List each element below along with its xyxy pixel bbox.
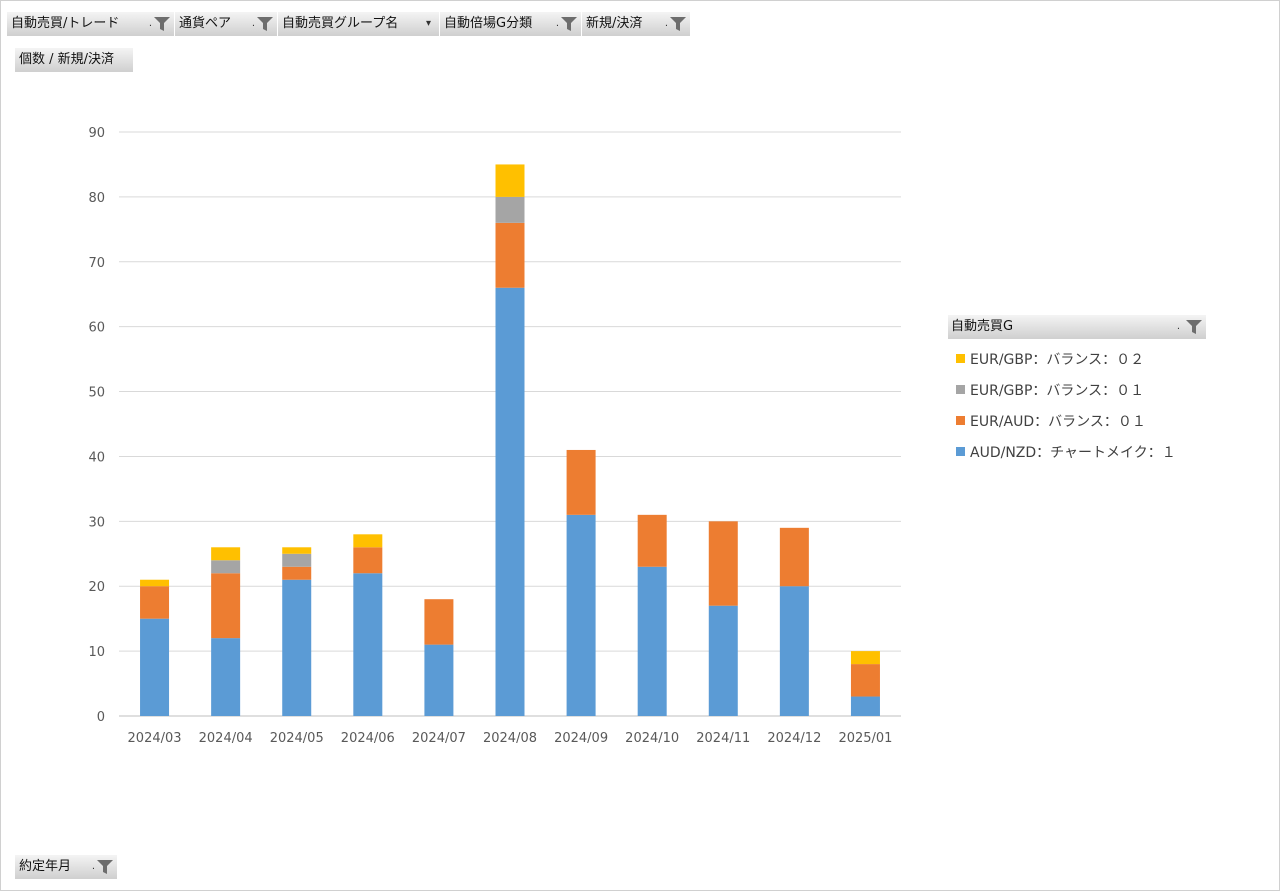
- bar-segment[interactable]: [779, 527, 809, 587]
- legend-item[interactable]: AUD/NZD：チャートメイク：１: [956, 436, 1176, 467]
- legend-field-label: 自動売買G: [951, 319, 1014, 334]
- values-field-label: 個数 / 新規/決済: [19, 52, 115, 67]
- filter-funnel-icon[interactable]: [1186, 320, 1202, 334]
- legend-swatch: [956, 354, 965, 363]
- y-tick-label: 0: [97, 710, 105, 725]
- bar-segment[interactable]: [708, 605, 738, 716]
- axis-field-label: 約定年月: [19, 859, 72, 874]
- bar-segment[interactable]: [140, 579, 170, 587]
- bar-segment[interactable]: [566, 449, 596, 515]
- filter-label: 自動売買/トレード: [11, 16, 120, 31]
- bar-segment[interactable]: [495, 287, 525, 716]
- bar-segment[interactable]: [353, 573, 383, 716]
- filter-funnel-icon[interactable]: [561, 17, 577, 31]
- filter-label: 自動倍場G分類: [444, 16, 533, 31]
- dropdown-dot-icon: .: [555, 18, 559, 29]
- bars: [140, 164, 880, 716]
- legend-swatch: [956, 385, 965, 394]
- bar-segment[interactable]: [424, 599, 454, 645]
- bar-segment[interactable]: [495, 196, 525, 223]
- bar-segment[interactable]: [211, 547, 241, 561]
- dropdown-dot-icon: .: [251, 18, 255, 29]
- legend-item[interactable]: EUR/AUD：バランス：０１: [956, 405, 1176, 436]
- legend-label: EUR/GBP：バランス：０２: [970, 351, 1145, 368]
- bar-segment[interactable]: [140, 618, 170, 716]
- filter-label: 自動売買グループ名: [282, 16, 399, 31]
- x-tick-label: 2024/07: [412, 731, 466, 746]
- legend: EUR/GBP：バランス：０２ EUR/GBP：バランス：０１ EUR/AUD：バラ…: [956, 343, 1176, 467]
- x-tick-label: 2025/01: [838, 731, 892, 746]
- bar-segment[interactable]: [282, 579, 312, 716]
- legend-label: AUD/NZD：チャートメイク：１: [970, 444, 1176, 461]
- bar-segment[interactable]: [211, 638, 241, 716]
- filter-funnel-icon[interactable]: [670, 17, 686, 31]
- bar-segment[interactable]: [637, 566, 667, 716]
- bar-segment[interactable]: [353, 547, 383, 574]
- bar-segment[interactable]: [424, 644, 454, 716]
- bar-segment[interactable]: [850, 664, 880, 697]
- filter-funnel-icon[interactable]: [257, 17, 273, 31]
- x-tick-label: 2024/06: [341, 731, 395, 746]
- dropdown-dot-icon: .: [664, 18, 668, 29]
- filter-button-auto-trade[interactable]: 自動売買/トレード .: [7, 12, 175, 36]
- bar-segment[interactable]: [495, 164, 525, 197]
- x-tick-label: 2024/10: [625, 731, 679, 746]
- filter-button-group-name[interactable]: 自動売買グループ名 ▾: [278, 12, 440, 36]
- x-tick-label: 2024/09: [554, 731, 608, 746]
- filter-label: 通貨ペア: [179, 16, 232, 31]
- tick-labels: 0 10 20 30 40 50 60 70 80 90 2024/03 2024/04 2024/05…: [88, 126, 892, 746]
- y-tick-label: 60: [88, 321, 105, 336]
- bar-segment[interactable]: [779, 586, 809, 716]
- bar-segment[interactable]: [708, 521, 738, 606]
- values-field-button[interactable]: 個数 / 新規/決済: [15, 48, 134, 72]
- filter-funnel-icon[interactable]: [154, 17, 170, 31]
- x-tick-label: 2024/05: [270, 731, 324, 746]
- dropdown-dot-icon: .: [1176, 321, 1180, 332]
- dropdown-arrow-icon[interactable]: ▾: [425, 18, 431, 29]
- bar-segment[interactable]: [637, 514, 667, 567]
- bar-segment[interactable]: [850, 696, 880, 716]
- bar-segment[interactable]: [282, 547, 312, 554]
- bar-segment[interactable]: [495, 222, 525, 288]
- filter-button-currency-pair[interactable]: 通貨ペア .: [175, 12, 278, 36]
- filter-funnel-icon[interactable]: [97, 860, 113, 874]
- bar-segment[interactable]: [211, 560, 241, 574]
- legend-item[interactable]: EUR/GBP：バランス：０１: [956, 374, 1176, 405]
- filter-button-group-category[interactable]: 自動倍場G分類 .: [440, 12, 582, 36]
- legend-swatch: [956, 447, 965, 456]
- x-tick-label: 2024/04: [199, 731, 253, 746]
- x-tick-label: 2024/08: [483, 731, 537, 746]
- legend-label: EUR/AUD：バランス：０１: [970, 413, 1146, 430]
- legend-swatch: [956, 416, 965, 425]
- y-tick-label: 20: [88, 580, 105, 595]
- bar-segment[interactable]: [211, 573, 241, 639]
- bar-segment[interactable]: [850, 651, 880, 665]
- y-tick-label: 40: [88, 450, 105, 465]
- x-tick-label: 2024/03: [128, 731, 182, 746]
- filter-button-new-settle[interactable]: 新規/決済 .: [582, 12, 691, 36]
- bar-segment[interactable]: [282, 553, 312, 567]
- dropdown-dot-icon: .: [91, 861, 95, 872]
- bar-segment[interactable]: [140, 586, 170, 619]
- x-tick-label: 2024/12: [767, 731, 821, 746]
- legend-item[interactable]: EUR/GBP：バランス：０２: [956, 343, 1176, 374]
- y-tick-label: 50: [88, 386, 105, 401]
- bar-segment[interactable]: [282, 566, 312, 580]
- y-tick-label: 80: [88, 191, 105, 206]
- legend-label: EUR/GBP：バランス：０１: [970, 382, 1145, 399]
- x-tick-label: 2024/11: [696, 731, 750, 746]
- axis-field-button[interactable]: 約定年月 .: [15, 855, 118, 879]
- filter-label: 新規/決済: [586, 16, 643, 31]
- bar-segment[interactable]: [566, 514, 596, 716]
- bar-segment[interactable]: [353, 534, 383, 548]
- y-tick-label: 70: [88, 256, 105, 271]
- y-tick-label: 30: [88, 515, 105, 530]
- y-tick-label: 10: [88, 645, 105, 660]
- legend-field-button[interactable]: 自動売買G .: [948, 315, 1206, 339]
- dropdown-dot-icon: .: [148, 18, 152, 29]
- y-tick-label: 90: [88, 126, 105, 141]
